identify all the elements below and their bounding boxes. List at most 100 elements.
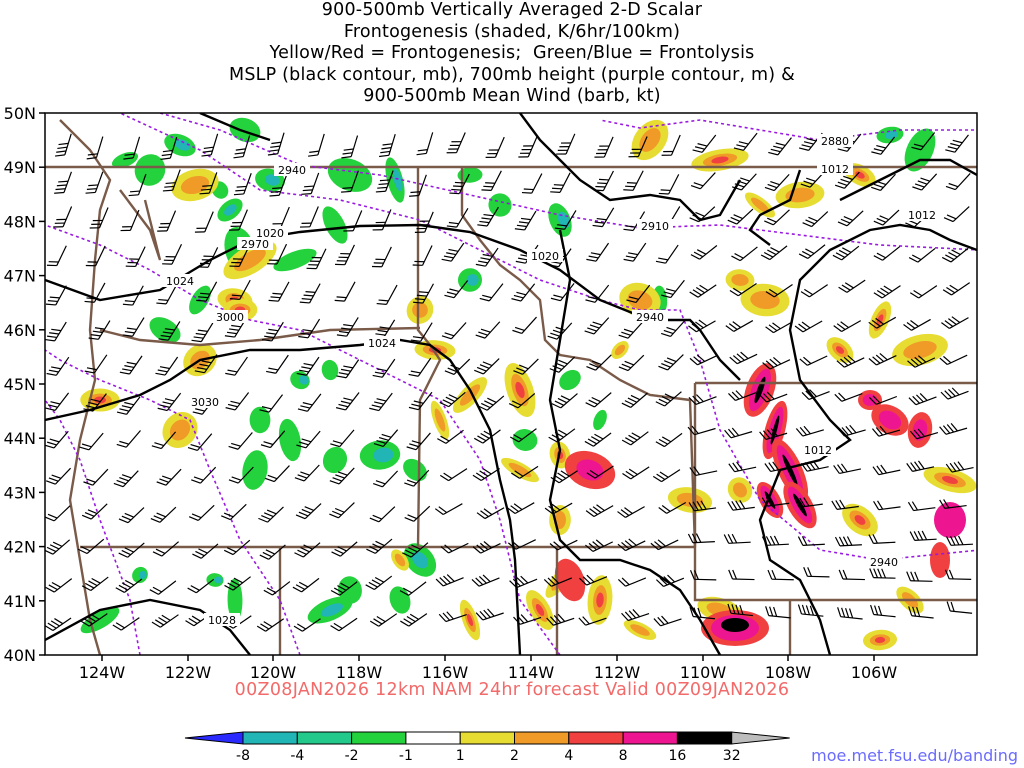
wind-barb bbox=[579, 574, 608, 586]
lon-label: 122W bbox=[165, 663, 212, 682]
wind-barb bbox=[372, 209, 392, 231]
wind-barb bbox=[149, 580, 177, 595]
wind-barb bbox=[119, 355, 143, 375]
wind-barb bbox=[151, 614, 179, 628]
wind-barb bbox=[292, 577, 320, 593]
wind-barb bbox=[800, 460, 829, 472]
wind-barb bbox=[655, 432, 683, 448]
wind-barb bbox=[85, 171, 104, 194]
wind-barb bbox=[449, 173, 470, 195]
mslp-label: 1012 bbox=[804, 444, 832, 457]
wind-barb bbox=[941, 316, 969, 329]
wind-barb bbox=[294, 464, 320, 482]
frontogenesis-cell bbox=[278, 418, 302, 462]
wind-barb bbox=[298, 318, 321, 339]
wind-barb bbox=[118, 507, 145, 524]
wind-barb bbox=[256, 618, 285, 632]
wind-barb bbox=[652, 469, 681, 483]
wind-barb bbox=[336, 359, 360, 379]
lat-label: 48N bbox=[4, 212, 36, 231]
frontogenesis-cell bbox=[782, 454, 798, 486]
wind-barb bbox=[688, 500, 717, 512]
wind-barb bbox=[402, 542, 429, 558]
wind-barb bbox=[548, 428, 576, 443]
wind-barb bbox=[371, 246, 392, 268]
colorbar-tick-label: -4 bbox=[290, 748, 304, 764]
frontogenesis-cell bbox=[639, 128, 661, 152]
wind-barb bbox=[689, 354, 718, 366]
wind-barb bbox=[472, 541, 501, 554]
wind-barb bbox=[45, 321, 67, 342]
wind-barb bbox=[592, 207, 615, 228]
frontogenesis-cell bbox=[903, 341, 937, 359]
frontogenesis-cell bbox=[412, 302, 428, 318]
wind-barb bbox=[299, 206, 319, 228]
wind-barb bbox=[45, 539, 71, 555]
lat-label: 42N bbox=[4, 538, 36, 557]
lat-label: 49N bbox=[4, 158, 36, 177]
lon-label: 124W bbox=[79, 663, 126, 682]
wind-barb bbox=[444, 358, 471, 376]
wind-barb bbox=[655, 391, 682, 407]
mslp-label: 1020 bbox=[531, 250, 559, 263]
wind-barb bbox=[661, 279, 685, 299]
frontogenesis-cell bbox=[242, 450, 268, 490]
frontogenesis-cell bbox=[942, 476, 958, 484]
frontogenesis-cell bbox=[876, 314, 884, 326]
wind-barb bbox=[617, 577, 647, 587]
wind-barb bbox=[437, 429, 464, 444]
wind-barb bbox=[518, 136, 538, 158]
wind-barb bbox=[909, 530, 937, 541]
frontogenesis-cell bbox=[224, 204, 237, 216]
frontogenesis-cell bbox=[515, 381, 525, 399]
wind-barb bbox=[156, 284, 178, 305]
wind-barb bbox=[765, 321, 793, 334]
wind-barb bbox=[767, 569, 794, 581]
wind-barb bbox=[907, 501, 936, 512]
wind-barb bbox=[506, 502, 535, 515]
wind-barb bbox=[511, 465, 539, 479]
wind-barb bbox=[369, 392, 393, 412]
forecast-footer: 00Z08JAN2026 12km NAM 24hr forecast Vali… bbox=[234, 680, 790, 700]
wind-barb bbox=[475, 608, 504, 621]
colorbar-swatch bbox=[242, 731, 298, 745]
height-label: 2880 bbox=[821, 135, 849, 148]
wind-barb bbox=[229, 209, 248, 231]
wind-barb bbox=[803, 567, 830, 578]
wind-barb bbox=[909, 285, 938, 299]
wind-barb bbox=[660, 319, 686, 338]
wind-barb bbox=[944, 569, 972, 581]
lat-label: 47N bbox=[4, 267, 36, 286]
wind-barb bbox=[268, 281, 290, 302]
wind-barb bbox=[152, 541, 179, 557]
wind-barb bbox=[513, 358, 539, 375]
mslp-contour bbox=[199, 113, 271, 142]
wind-barb bbox=[83, 393, 107, 412]
wind-barb bbox=[158, 321, 181, 341]
colorbar-tick-label: -2 bbox=[345, 748, 359, 764]
lon-label: 118W bbox=[336, 663, 383, 682]
lat-label: 41N bbox=[4, 592, 36, 611]
wind-barb bbox=[410, 322, 433, 342]
mslp-label: 1012 bbox=[821, 163, 849, 176]
wind-barb bbox=[727, 208, 754, 225]
wind-barb bbox=[191, 322, 214, 343]
wind-barb bbox=[831, 499, 859, 510]
wind-barb bbox=[330, 429, 355, 448]
credit-link[interactable]: moe.met.fsu.edu/banding bbox=[811, 746, 1018, 765]
frontogenesis-cell bbox=[630, 624, 650, 636]
wind-barb bbox=[622, 466, 650, 480]
wind-barb bbox=[764, 461, 793, 473]
wind-barbs bbox=[45, 132, 974, 632]
frontogenesis-cell bbox=[596, 592, 604, 608]
wyoming-border bbox=[693, 383, 977, 602]
height-label: 2940 bbox=[636, 311, 664, 324]
wind-barb bbox=[837, 210, 864, 227]
wind-barb bbox=[908, 393, 937, 406]
wind-barb bbox=[122, 285, 144, 306]
wind-barb bbox=[329, 502, 355, 519]
wind-barb bbox=[155, 356, 179, 376]
wind-barb bbox=[765, 606, 791, 619]
frontogenesis-cell bbox=[403, 458, 427, 482]
